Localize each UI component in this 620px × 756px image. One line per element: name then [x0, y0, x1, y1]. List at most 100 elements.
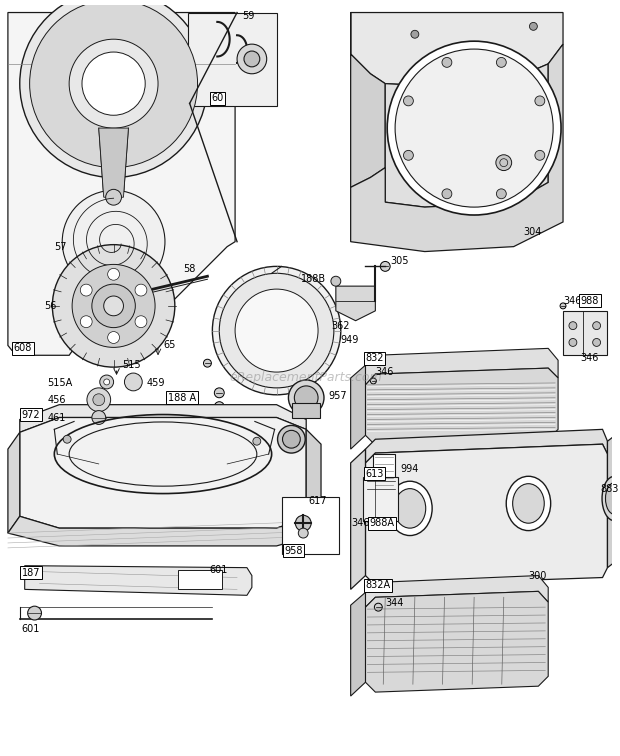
Circle shape — [593, 339, 601, 346]
Circle shape — [370, 378, 376, 384]
Circle shape — [496, 155, 511, 171]
Text: 461: 461 — [47, 413, 66, 423]
Text: 988A: 988A — [370, 518, 394, 528]
Circle shape — [82, 52, 145, 115]
Circle shape — [104, 379, 110, 385]
Circle shape — [442, 189, 452, 199]
Polygon shape — [365, 349, 558, 385]
Circle shape — [87, 388, 110, 411]
Ellipse shape — [606, 482, 620, 514]
Text: 515A: 515A — [47, 378, 73, 388]
Circle shape — [92, 411, 105, 424]
Text: eReplacementParts.com: eReplacementParts.com — [230, 371, 383, 385]
Text: 608: 608 — [14, 343, 32, 353]
Circle shape — [215, 401, 224, 411]
Circle shape — [529, 23, 538, 30]
Polygon shape — [8, 432, 20, 533]
Text: 346: 346 — [581, 353, 599, 363]
Polygon shape — [365, 591, 548, 692]
Bar — [373, 454, 395, 494]
Circle shape — [108, 268, 120, 280]
Text: 456: 456 — [47, 395, 66, 404]
Text: 346: 346 — [352, 518, 370, 528]
Circle shape — [374, 603, 383, 611]
Text: 187: 187 — [22, 568, 40, 578]
Circle shape — [92, 284, 135, 327]
Ellipse shape — [602, 476, 620, 521]
Ellipse shape — [507, 476, 551, 531]
Circle shape — [219, 274, 334, 388]
Text: 59: 59 — [242, 11, 254, 21]
Polygon shape — [8, 516, 321, 546]
Circle shape — [237, 44, 267, 74]
Polygon shape — [20, 404, 306, 432]
Polygon shape — [351, 13, 385, 187]
Polygon shape — [99, 128, 128, 197]
Text: 957: 957 — [328, 391, 347, 401]
Circle shape — [283, 430, 300, 448]
Bar — [281, 497, 339, 554]
Circle shape — [560, 303, 566, 309]
Circle shape — [331, 276, 341, 286]
Circle shape — [253, 437, 261, 445]
Text: 949: 949 — [341, 336, 359, 345]
Text: 362: 362 — [331, 321, 350, 330]
Text: 601: 601 — [22, 624, 40, 634]
Circle shape — [535, 150, 545, 160]
Circle shape — [135, 316, 147, 327]
Text: 65: 65 — [163, 340, 175, 350]
Text: 60: 60 — [211, 94, 223, 104]
Text: 617: 617 — [308, 497, 327, 507]
Polygon shape — [351, 449, 365, 590]
Circle shape — [295, 516, 311, 531]
Circle shape — [380, 262, 390, 271]
Circle shape — [108, 332, 120, 343]
Circle shape — [215, 388, 224, 398]
Text: 346: 346 — [375, 367, 394, 377]
Polygon shape — [385, 64, 548, 207]
Circle shape — [278, 426, 305, 453]
Circle shape — [205, 575, 215, 584]
Text: 346: 346 — [563, 296, 582, 306]
Circle shape — [244, 51, 260, 67]
Circle shape — [62, 191, 165, 293]
Circle shape — [497, 57, 507, 67]
Polygon shape — [563, 311, 608, 355]
Circle shape — [593, 322, 601, 330]
Polygon shape — [351, 13, 563, 85]
Text: 188B: 188B — [301, 274, 326, 284]
Circle shape — [298, 528, 308, 538]
Text: 613: 613 — [365, 469, 384, 479]
Circle shape — [299, 501, 307, 510]
Circle shape — [63, 435, 71, 443]
Circle shape — [30, 0, 198, 168]
Polygon shape — [365, 445, 608, 585]
Circle shape — [81, 284, 92, 296]
Polygon shape — [351, 365, 365, 449]
Ellipse shape — [394, 488, 426, 528]
Circle shape — [52, 245, 175, 367]
Polygon shape — [365, 368, 558, 445]
Circle shape — [288, 380, 324, 416]
Polygon shape — [8, 13, 235, 355]
Circle shape — [93, 394, 105, 406]
Text: 972: 972 — [22, 410, 40, 420]
Circle shape — [569, 322, 577, 330]
Circle shape — [213, 266, 341, 395]
Circle shape — [535, 96, 545, 106]
Circle shape — [235, 289, 318, 372]
Text: 56: 56 — [45, 301, 57, 311]
Text: 832: 832 — [365, 353, 384, 363]
Polygon shape — [365, 575, 548, 607]
Circle shape — [203, 359, 211, 367]
Polygon shape — [336, 286, 375, 321]
Circle shape — [294, 386, 318, 410]
Text: 58: 58 — [183, 265, 195, 274]
Polygon shape — [25, 565, 252, 595]
Bar — [293, 403, 320, 417]
Circle shape — [20, 0, 208, 178]
Text: 883: 883 — [601, 484, 619, 494]
Polygon shape — [306, 429, 321, 533]
Text: 188 A: 188 A — [168, 393, 196, 403]
Text: 832A: 832A — [365, 581, 391, 590]
